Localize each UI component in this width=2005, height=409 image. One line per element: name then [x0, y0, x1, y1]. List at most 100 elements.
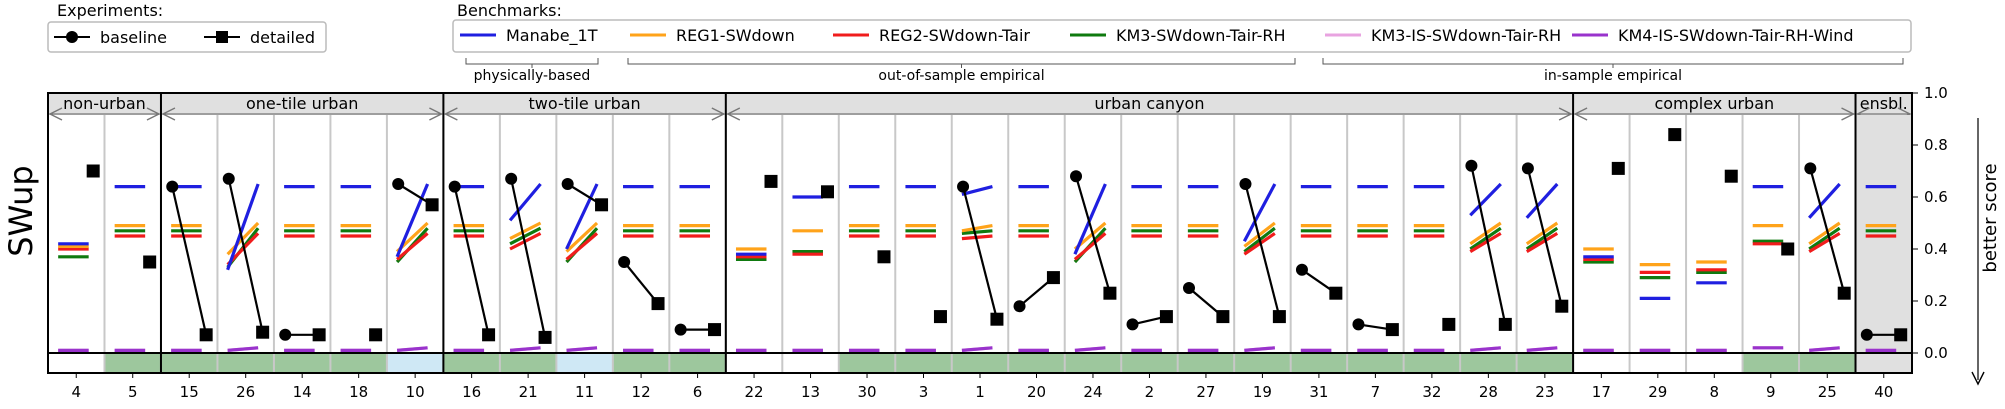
km3-benchmark — [1808, 226, 1841, 251]
significance-band — [612, 354, 670, 373]
legend-bracket-label: out-of-sample empirical — [878, 68, 1044, 84]
x-tick-label: 24 — [1083, 383, 1102, 401]
significance-band — [556, 354, 613, 373]
x-tick-label: 30 — [857, 383, 876, 401]
plot-border — [47, 92, 1913, 374]
reg1-benchmark — [1525, 221, 1559, 246]
experiment-connector — [961, 186, 999, 320]
significance-band — [1516, 354, 1574, 373]
reg2-benchmark — [1525, 232, 1559, 253]
significance-band — [217, 354, 274, 373]
group-label: ensbl. — [1860, 94, 1908, 113]
km3-benchmark — [1469, 226, 1502, 251]
detailed-point — [990, 312, 1004, 326]
y-tick-label: 0.2 — [1924, 292, 1948, 310]
significance-band — [160, 354, 218, 373]
baseline-point — [448, 180, 461, 193]
legend-bracket — [465, 58, 599, 65]
baseline-point — [957, 180, 970, 193]
x-tick-label: 23 — [1535, 383, 1554, 401]
legend-bracket — [627, 58, 1296, 65]
x-tick-label: 7 — [1371, 383, 1381, 401]
benchmarks-legend-title: Benchmarks: — [457, 1, 562, 20]
significance-band — [104, 354, 161, 373]
experiment-connector — [1470, 165, 1507, 325]
detailed-point — [1611, 161, 1625, 175]
x-tick-label: 4 — [71, 383, 81, 401]
baseline-point — [1295, 263, 1308, 276]
detailed-point — [933, 310, 947, 324]
baseline-point — [1521, 162, 1534, 175]
detailed-point — [143, 255, 157, 269]
plot-frame: 4 5 15 26 14 18 10 16 21 11 12 6 22 13 30 3 1 20 24 2 27 19 31… — [47, 84, 1985, 401]
km4-is-benchmark — [566, 346, 598, 352]
km3-benchmark — [961, 229, 993, 235]
significance-band — [838, 354, 896, 373]
experiments-legend-title: Experiments: — [57, 1, 163, 20]
detailed-point — [708, 323, 722, 337]
baseline-point — [1126, 318, 1139, 331]
y-tick-label: 0.4 — [1924, 240, 1948, 258]
experiment-connector — [227, 178, 264, 333]
significance-band — [273, 354, 331, 373]
significance-band — [669, 354, 726, 373]
reg2-benchmark — [1243, 232, 1276, 256]
detailed-point — [1046, 271, 1060, 285]
km4-is-benchmark — [227, 346, 259, 352]
x-tick-label: 15 — [180, 383, 199, 401]
detailed-point — [538, 330, 552, 344]
detailed-point — [1103, 286, 1117, 300]
detailed-point — [1272, 310, 1286, 324]
x-tick-label: 28 — [1479, 383, 1498, 401]
experiments-legend-box — [47, 21, 327, 53]
y-tick-label: 1.0 — [1924, 84, 1948, 102]
x-tick-label: 20 — [1027, 383, 1046, 401]
significance-band — [499, 354, 557, 373]
x-tick-label: 14 — [293, 383, 312, 401]
x-tick-label: 11 — [575, 383, 594, 401]
km4-is-benchmark — [509, 346, 541, 352]
km4-is-benchmark — [1074, 346, 1106, 352]
reg1-benchmark — [1808, 221, 1841, 246]
detailed-point — [1385, 323, 1399, 337]
group-header-bg — [443, 93, 726, 115]
experiment-connector — [1074, 175, 1111, 294]
detailed-point — [1781, 242, 1795, 256]
detailed-point — [312, 328, 326, 342]
experiment-connector — [1809, 168, 1846, 294]
detailed-point — [1216, 310, 1230, 324]
baseline-point — [1465, 159, 1478, 172]
better-score-arrow-head — [1971, 371, 1985, 386]
x-tick-label: 1 — [975, 383, 985, 401]
detailed-point — [482, 328, 496, 342]
group-label: complex urban — [1654, 94, 1774, 113]
group-arrow-head-right — [146, 107, 161, 121]
baseline-point — [392, 178, 405, 190]
x-tick-label: 10 — [406, 383, 425, 401]
group-arrow-head-left — [161, 107, 176, 121]
x-tick-label: 19 — [1253, 383, 1272, 401]
km4-is-benchmark — [1809, 346, 1840, 352]
baseline-point — [1239, 178, 1252, 190]
x-tick-label: 16 — [462, 383, 481, 401]
detailed-point — [877, 250, 891, 264]
x-tick-label: 18 — [349, 383, 368, 401]
legend-label-KM3-IS-SWdown-Tair-RH: KM3-IS-SWdown-Tair-RH — [1371, 26, 1561, 45]
significance-band — [386, 354, 444, 373]
x-tick-label: 2 — [1145, 383, 1155, 401]
reg2-benchmark — [396, 232, 429, 261]
manabe-benchmark — [1073, 183, 1107, 255]
baseline-point — [166, 180, 179, 193]
significance-band — [1799, 354, 1856, 373]
legend-bracket-label: physically-based — [474, 68, 591, 84]
benchmarks-legend-box — [452, 19, 1912, 53]
significance-band — [1290, 354, 1348, 373]
group-arrow-head-right — [1558, 107, 1573, 121]
y-tick-label: 0.8 — [1924, 136, 1948, 154]
manabe-benchmark — [961, 185, 993, 196]
manabe-benchmark — [1525, 182, 1559, 219]
x-tick-label: 3 — [919, 383, 929, 401]
group-arrow-head-right — [429, 107, 443, 121]
detailed-point — [425, 198, 439, 212]
detailed-point — [86, 164, 100, 178]
